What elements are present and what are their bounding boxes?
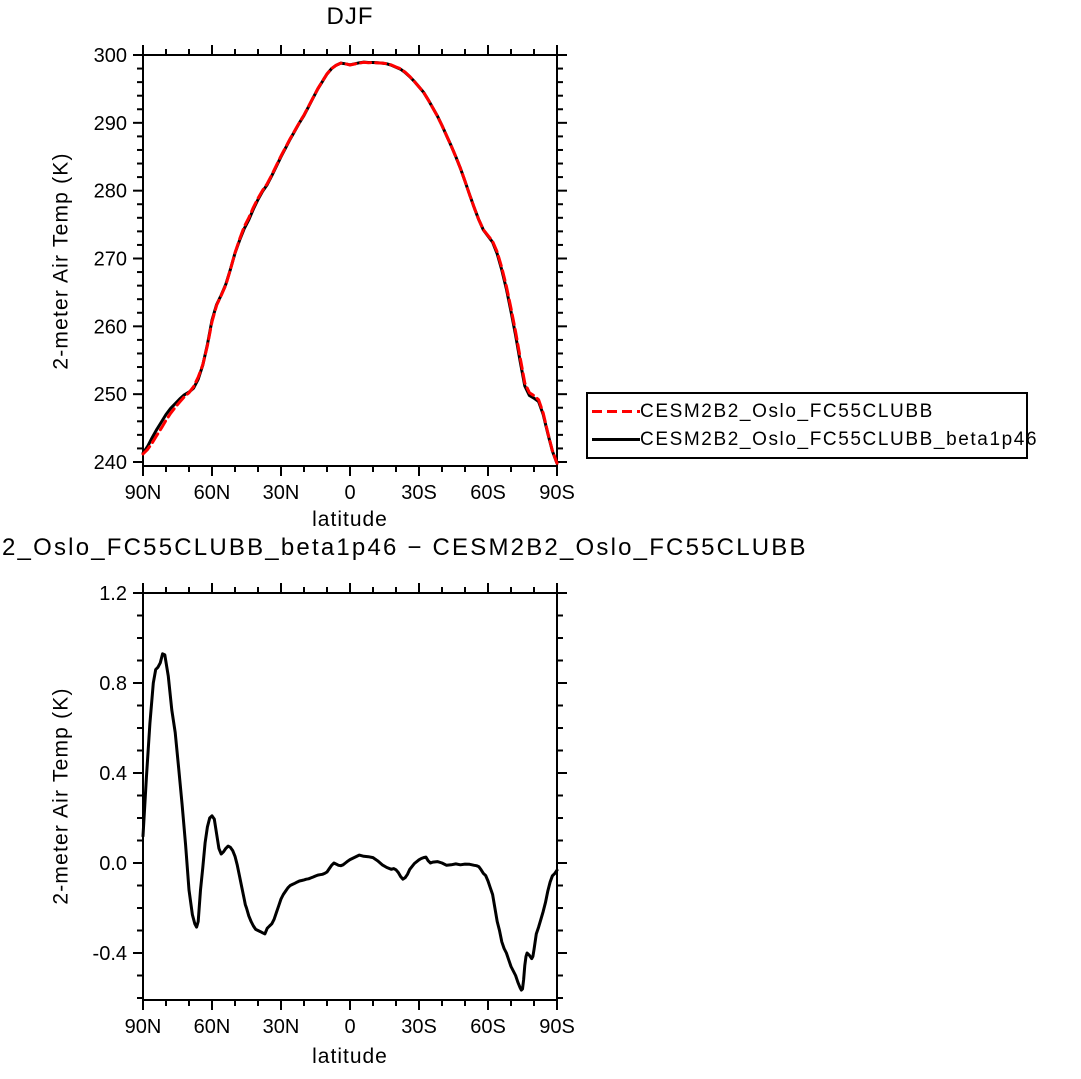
plot-box xyxy=(142,54,558,467)
x-tick-label: 90S xyxy=(539,482,575,504)
y-tick-label: -0.4 xyxy=(93,943,127,965)
x-tick-label: 60N xyxy=(194,1016,231,1038)
y-tick-label: 0.4 xyxy=(99,763,127,785)
x-tick-label: 60N xyxy=(194,482,231,504)
legend-label-beta1p46: CESM2B2_Oslo_FC55CLUBB_beta1p46 xyxy=(640,428,1039,450)
legend-item-clubb: CESM2B2_Oslo_FC55CLUBB xyxy=(592,402,1026,421)
y-tick-label: 270 xyxy=(94,248,127,270)
y-tick-label: 280 xyxy=(94,181,127,203)
x-tick-label: 60S xyxy=(470,1016,506,1038)
top-chart-x-axis-label: latitude xyxy=(312,508,388,531)
bottom-chart-title: 2_Oslo_FC55CLUBB_beta1p46 − CESM2B2_Oslo… xyxy=(2,534,808,561)
legend: CESM2B2_Oslo_FC55CLUBB CESM2B2_Oslo_FC55… xyxy=(586,392,1037,459)
x-tick-label: 90N xyxy=(125,482,162,504)
legend-item-beta1p46: CESM2B2_Oslo_FC55CLUBB_beta1p46 xyxy=(592,430,1037,449)
axis-ticks xyxy=(133,45,567,476)
legend-label-clubb: CESM2B2_Oslo_FC55CLUBB xyxy=(640,401,934,423)
difference-plot: 90N 60N 30N 0 30S 60S 90S 1.2 0.8 0.4 0.0 -0.4 xyxy=(93,583,575,1038)
bottom-chart-y-axis-label: 2-meter Air Temp (K) xyxy=(49,687,73,905)
series-line-CESM2B2_Oslo_FC55CLUBB xyxy=(141,60,559,465)
x-tick-label: 90S xyxy=(539,1016,575,1038)
legend-line-solid-black-icon xyxy=(592,437,640,441)
x-tick-label: 60S xyxy=(470,482,506,504)
y-tick-label: 0.8 xyxy=(99,673,127,695)
x-tick-label: 30N xyxy=(263,482,300,504)
y-tick-label: 290 xyxy=(94,113,127,135)
y-tick-label: 240 xyxy=(94,452,127,474)
bottom-chart-x-axis-label: latitude xyxy=(312,1045,388,1068)
top-chart-y-axis-label: 2-meter Air Temp (K) xyxy=(49,152,73,370)
x-tick-label: 0 xyxy=(344,482,355,504)
tick-labels: 90N 60N 30N 0 30S 60S 90S 1.2 0.8 0.4 0.0 -0.4 xyxy=(93,583,575,1038)
legend-line-dashed-red-icon xyxy=(592,410,640,414)
x-tick-label: 30S xyxy=(401,1016,437,1038)
y-tick-label: 250 xyxy=(94,384,127,406)
y-tick-label: 0.0 xyxy=(99,853,127,875)
x-tick-label: 30N xyxy=(263,1016,300,1038)
top-chart-title: DJF xyxy=(326,3,374,30)
y-tick-label: 260 xyxy=(94,316,127,338)
series-line-difference xyxy=(141,652,559,992)
axis-ticks xyxy=(133,583,567,1010)
y-tick-label: 1.2 xyxy=(99,583,127,605)
x-tick-label: 90N xyxy=(125,1016,162,1038)
y-tick-label: 300 xyxy=(94,45,127,67)
x-tick-label: 30S xyxy=(401,482,437,504)
x-tick-label: 0 xyxy=(344,1016,355,1038)
djf-plot: 90N 60N 30N 0 30S 60S 90S 300 290 280 270 260 250 240 xyxy=(94,45,575,504)
tick-labels: 90N 60N 30N 0 30S 60S 90S 300 290 280 270 260 250 240 xyxy=(94,45,575,504)
plot-box xyxy=(142,592,558,1001)
series-line-CESM2B2_Oslo_FC55CLUBB_beta1p46 xyxy=(141,60,559,465)
